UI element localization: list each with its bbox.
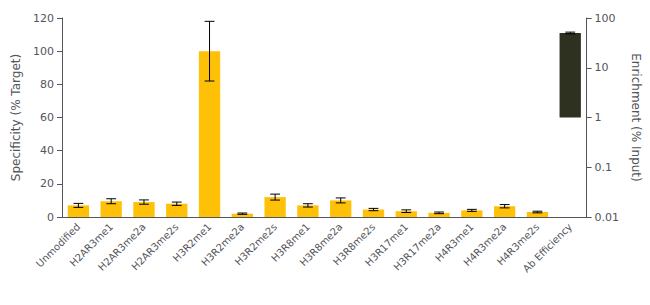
svg-text:H3R8me1: H3R8me1 [269, 221, 312, 264]
svg-text:H3R2me1: H3R2me1 [170, 221, 214, 264]
svg-text:60: 60 [40, 111, 54, 124]
svg-text:H2AR3me1: H2AR3me1 [67, 221, 116, 269]
svg-text:Unmodified: Unmodified [33, 221, 83, 270]
svg-text:H3R17me1: H3R17me1 [363, 221, 411, 269]
svg-text:120: 120 [33, 12, 54, 25]
svg-text:100: 100 [33, 45, 54, 58]
svg-text:H4R3me2s: H4R3me2s [494, 221, 542, 268]
svg-text:H3R8me2s: H3R8me2s [331, 221, 378, 268]
svg-text:0.01: 0.01 [595, 211, 620, 224]
svg-text:H2AR3me2a: H2AR3me2a [96, 221, 148, 273]
svg-text:H4R3me2a: H4R3me2a [461, 221, 509, 269]
svg-text:10: 10 [595, 61, 609, 74]
svg-text:H3R2me2s: H3R2me2s [233, 221, 279, 267]
svg-text:Specificity (% Target): Specificity (% Target) [9, 54, 23, 181]
svg-text:H4R3me1: H4R3me1 [433, 221, 476, 264]
svg-text:H2AR3me2s: H2AR3me2s [129, 221, 180, 272]
svg-text:H3R2me2a: H3R2me2a [199, 221, 247, 269]
svg-text:H3R17me2a: H3R17me2a [391, 221, 443, 273]
svg-text:20: 20 [40, 177, 54, 190]
svg-text:Ab Efficiency: Ab Efficiency [521, 221, 574, 274]
svg-text:H3R8me2a: H3R8me2a [297, 221, 345, 269]
svg-text:Enrichment (% Input): Enrichment (% Input) [629, 53, 643, 182]
svg-text:1: 1 [595, 111, 602, 124]
svg-text:100: 100 [595, 12, 616, 25]
svg-text:40: 40 [40, 144, 54, 157]
svg-text:0: 0 [47, 211, 54, 224]
svg-text:0.1: 0.1 [595, 161, 613, 174]
svg-text:80: 80 [40, 78, 54, 91]
